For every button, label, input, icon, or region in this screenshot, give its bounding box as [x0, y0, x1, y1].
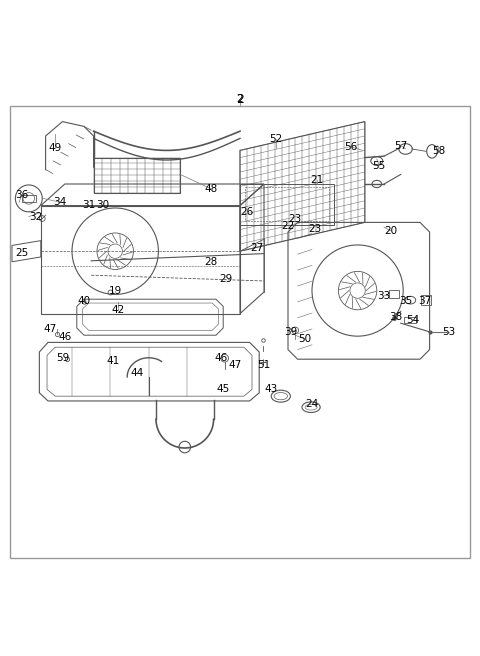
Text: 49: 49 — [48, 143, 62, 153]
Text: 36: 36 — [15, 190, 28, 199]
Text: 40: 40 — [77, 296, 91, 306]
Text: 38: 38 — [389, 312, 403, 323]
Bar — [421, 295, 431, 305]
Text: 43: 43 — [264, 384, 278, 394]
Text: 27: 27 — [250, 243, 264, 253]
Text: 53: 53 — [442, 327, 456, 337]
Text: 20: 20 — [384, 226, 398, 236]
Text: 37: 37 — [418, 296, 432, 306]
Text: 21: 21 — [310, 175, 324, 185]
Text: 56: 56 — [344, 142, 357, 152]
Text: 46: 46 — [214, 353, 228, 363]
Bar — [22, 195, 36, 202]
Text: 31: 31 — [82, 199, 96, 210]
Text: 23: 23 — [288, 214, 302, 224]
Text: 44: 44 — [130, 367, 144, 378]
Text: 57: 57 — [394, 140, 408, 151]
Text: 39: 39 — [284, 327, 297, 337]
Text: 32: 32 — [29, 212, 43, 222]
Text: 45: 45 — [216, 384, 230, 394]
Text: 58: 58 — [432, 146, 446, 156]
Bar — [404, 318, 416, 323]
Text: 47: 47 — [228, 360, 242, 371]
Text: 29: 29 — [219, 274, 232, 284]
Text: 52: 52 — [269, 134, 283, 144]
Text: 28: 28 — [204, 257, 218, 267]
Text: 24: 24 — [305, 399, 319, 409]
Text: 19: 19 — [108, 286, 122, 296]
Text: 22: 22 — [281, 221, 295, 232]
Text: 46: 46 — [58, 332, 72, 342]
Text: 26: 26 — [240, 207, 254, 217]
Text: 48: 48 — [204, 184, 218, 194]
Text: 41: 41 — [106, 356, 120, 365]
Text: 42: 42 — [111, 305, 124, 316]
Text: 55: 55 — [372, 161, 386, 171]
Text: 51: 51 — [257, 360, 271, 371]
Text: 2: 2 — [237, 94, 243, 104]
Text: 54: 54 — [406, 315, 420, 325]
Text: 2: 2 — [236, 92, 244, 106]
Text: 34: 34 — [53, 197, 67, 207]
Bar — [389, 289, 399, 298]
Text: 47: 47 — [44, 325, 57, 335]
Text: 25: 25 — [15, 247, 28, 258]
Text: 30: 30 — [96, 199, 110, 210]
Text: 33: 33 — [377, 291, 391, 301]
Text: 50: 50 — [298, 334, 312, 344]
Text: 23: 23 — [308, 224, 321, 234]
Text: 59: 59 — [56, 353, 69, 363]
Text: 35: 35 — [399, 296, 412, 306]
